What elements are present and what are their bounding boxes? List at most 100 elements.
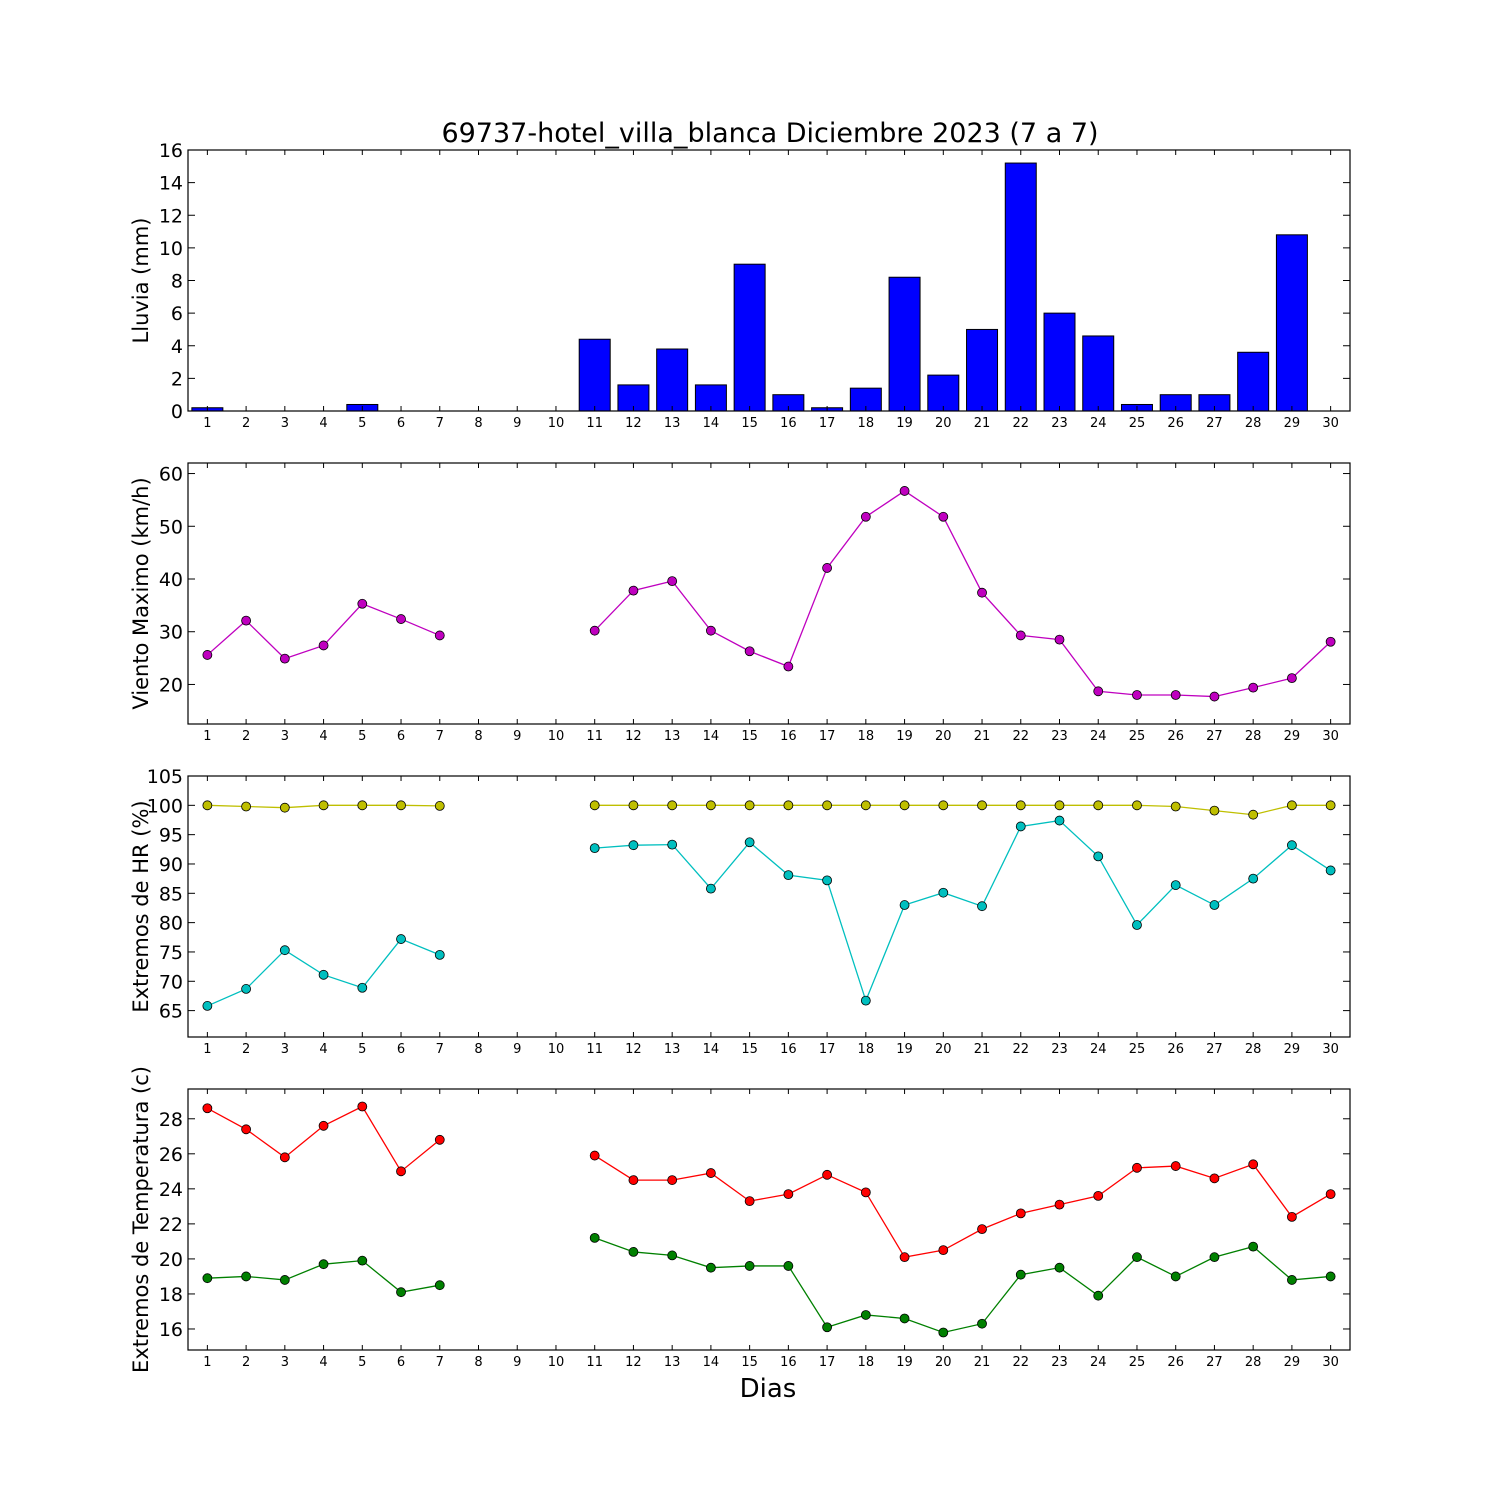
x-tick-label: 10 bbox=[548, 1042, 565, 1057]
series-1-point-day-29 bbox=[1287, 800, 1297, 811]
chart-title: 69737-hotel_villa_blanca Diciembre 2023 … bbox=[441, 118, 1098, 149]
panel-4: 1 2 3 4 5 6 7 8 9 10 11 12 13 14 15 16 17 18 19 20 21 22 23 24 2… bbox=[129, 1066, 1351, 1373]
x-tick-label: 5 bbox=[358, 1042, 366, 1057]
x-tick-label: 12 bbox=[625, 729, 642, 744]
series-2-point-day-22 bbox=[1015, 821, 1026, 832]
x-tick-label: 27 bbox=[1206, 416, 1223, 431]
x-tick-label: 21 bbox=[974, 1042, 991, 1057]
series-2-point-day-29 bbox=[1287, 840, 1297, 851]
series-1-point-day-23 bbox=[1054, 800, 1065, 811]
series-1-point-day-24 bbox=[1093, 1190, 1104, 1201]
series-1-point-day-6 bbox=[396, 614, 406, 624]
panels: 1 2 3 4 5 6 7 8 9 10 11 12 13 14 15 16 17 18 19 20 21 22 23 24 2… bbox=[129, 140, 1351, 1373]
series-1-point-day-12 bbox=[628, 585, 639, 596]
x-tick-label: 29 bbox=[1284, 416, 1301, 431]
x-tick-label: 12 bbox=[625, 1355, 642, 1370]
series-2-point-day-26 bbox=[1170, 1271, 1181, 1282]
series-2-point-day-4 bbox=[318, 969, 329, 980]
series-1-point-day-11 bbox=[589, 625, 600, 636]
x-tick-label: 25 bbox=[1129, 1042, 1146, 1057]
series-2-point-day-18 bbox=[860, 1310, 871, 1320]
series-1-line-2 bbox=[594, 804, 1331, 816]
plot-area-4 bbox=[202, 1101, 1336, 1338]
x-tick-label: 4 bbox=[319, 1042, 327, 1057]
x-tick-label: 24 bbox=[1090, 1042, 1107, 1057]
bar-day-22 bbox=[1004, 162, 1037, 411]
x-tick-label: 15 bbox=[741, 416, 758, 431]
x-tick-label: 18 bbox=[858, 416, 875, 431]
x-tick-label: 17 bbox=[819, 1042, 836, 1057]
x-tick-label: 9 bbox=[513, 729, 521, 744]
series-1-point-day-6 bbox=[396, 1166, 406, 1177]
x-tick-label: 11 bbox=[586, 416, 603, 431]
y-tick-label: 22 bbox=[159, 1214, 183, 1236]
series-2-point-day-21 bbox=[977, 901, 987, 912]
x-tick-label: 14 bbox=[703, 729, 720, 744]
bar-day-20 bbox=[927, 374, 960, 411]
series-1-point-day-26 bbox=[1170, 1161, 1181, 1171]
series-1-point-day-14 bbox=[706, 800, 716, 811]
series-1-point-day-21 bbox=[977, 587, 987, 598]
x-tick-label: 20 bbox=[935, 1042, 952, 1057]
series-2-point-day-5 bbox=[357, 982, 368, 993]
x-tick-label: 19 bbox=[896, 1042, 913, 1057]
panel-2: 1 2 3 4 5 6 7 8 9 10 11 12 13 14 15 16 17 18 19 20 21 22 23 24 2… bbox=[129, 462, 1351, 744]
series-1-point-day-21 bbox=[977, 1224, 987, 1235]
y-tick-label: 0 bbox=[171, 401, 183, 423]
y-tick-label: 105 bbox=[147, 766, 183, 788]
bar-day-21 bbox=[966, 328, 999, 411]
series-1-point-day-30 bbox=[1325, 636, 1336, 647]
series-2-point-day-7 bbox=[434, 1280, 445, 1291]
series-2-point-day-15 bbox=[744, 837, 755, 848]
series-1-point-day-16 bbox=[783, 1189, 794, 1199]
y-tick-label: 16 bbox=[159, 140, 183, 162]
x-tick-label: 7 bbox=[436, 416, 444, 431]
series-1-point-day-12 bbox=[628, 1175, 639, 1185]
series-2-point-day-17 bbox=[822, 1322, 832, 1333]
x-tick-label: 23 bbox=[1051, 416, 1068, 431]
x-tick-label: 1 bbox=[203, 1355, 211, 1370]
y-axis-label: Lluvia (mm) bbox=[129, 218, 153, 344]
series-2-point-day-30 bbox=[1325, 865, 1336, 876]
series-1-point-day-26 bbox=[1170, 801, 1181, 812]
y-tick-label: 12 bbox=[159, 205, 183, 227]
series-2-point-day-20 bbox=[938, 1327, 949, 1338]
series-2-point-day-11 bbox=[589, 1232, 600, 1243]
x-tick-label: 24 bbox=[1090, 1355, 1107, 1370]
series-2-point-day-14 bbox=[706, 883, 716, 894]
y-tick-label: 80 bbox=[159, 913, 183, 935]
y-tick-label: 24 bbox=[159, 1179, 183, 1201]
x-tick-label: 5 bbox=[358, 1355, 366, 1370]
series-2-point-day-3 bbox=[279, 945, 290, 956]
series-2-point-day-25 bbox=[1132, 920, 1142, 930]
series-1-point-day-1 bbox=[202, 650, 213, 660]
y-tick-label: 26 bbox=[159, 1144, 183, 1166]
series-1-point-day-28 bbox=[1248, 1159, 1259, 1170]
x-tick-label: 2 bbox=[242, 416, 250, 431]
panel-frame bbox=[187, 462, 1351, 725]
bar-day-16 bbox=[772, 394, 805, 411]
series-2-point-day-16 bbox=[783, 870, 794, 881]
series-2-point-day-12 bbox=[628, 840, 639, 851]
series-2-point-day-16 bbox=[783, 1261, 794, 1271]
x-tick-label: 16 bbox=[780, 416, 797, 431]
series-1-point-day-28 bbox=[1248, 809, 1259, 820]
series-2-point-day-23 bbox=[1054, 815, 1065, 826]
x-tick-label: 8 bbox=[474, 416, 482, 431]
x-tick-label: 10 bbox=[548, 729, 565, 744]
series-1-line-2 bbox=[594, 490, 1332, 698]
x-tick-label: 11 bbox=[586, 729, 603, 744]
x-tick-label: 8 bbox=[474, 729, 482, 744]
series-1-point-day-13 bbox=[667, 800, 678, 811]
x-tick-label: 27 bbox=[1206, 1355, 1223, 1370]
series-1-point-day-22 bbox=[1015, 800, 1026, 811]
x-tick-label: 11 bbox=[586, 1355, 603, 1370]
series-1-point-day-3 bbox=[279, 802, 290, 813]
x-tick-label: 1 bbox=[203, 1042, 211, 1057]
x-tick-label: 22 bbox=[1012, 729, 1029, 744]
x-tick-label: 21 bbox=[974, 729, 991, 744]
x-tick-label: 17 bbox=[819, 729, 836, 744]
x-tick-label: 2 bbox=[242, 1042, 250, 1057]
x-tick-label: 30 bbox=[1322, 416, 1339, 431]
x-tick-label: 20 bbox=[935, 1355, 952, 1370]
